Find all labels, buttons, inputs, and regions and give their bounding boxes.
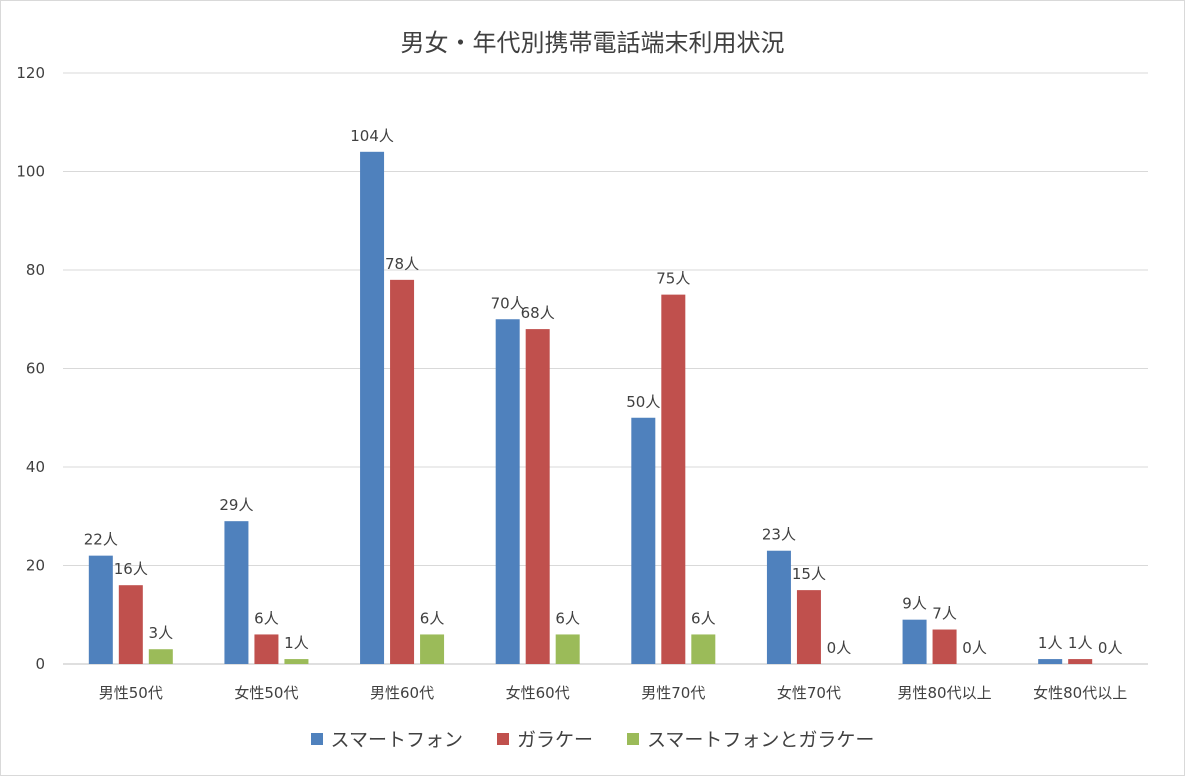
data-label: 0人 — [827, 639, 852, 657]
bar — [796, 590, 821, 664]
data-label: 1人 — [1038, 634, 1063, 652]
bar — [360, 151, 385, 665]
data-label: 22人 — [84, 531, 118, 549]
y-tick-label: 20 — [26, 557, 45, 575]
bar — [1038, 659, 1063, 664]
legend-label: スマートフォン — [330, 729, 463, 751]
data-label: 16人 — [114, 560, 148, 578]
legend: スマートフォン ガラケー スマートフォンとガラケー — [1, 725, 1184, 752]
x-tick-label: 女性80代以上 — [1033, 684, 1127, 702]
bar — [254, 634, 279, 664]
data-label: 7人 — [932, 605, 957, 623]
data-label: 6人 — [555, 609, 580, 627]
bar — [902, 619, 927, 664]
y-tick-label: 40 — [26, 458, 45, 476]
bar — [284, 659, 309, 664]
y-tick-label: 0 — [35, 655, 45, 673]
data-label: 9人 — [902, 595, 927, 613]
bar — [390, 279, 415, 664]
legend-item: スマートフォン — [310, 725, 463, 752]
data-label: 29人 — [219, 496, 253, 514]
x-tick-label: 女性70代 — [777, 684, 841, 702]
data-label: 23人 — [762, 526, 796, 544]
bar — [525, 329, 550, 664]
legend-label: ガラケー — [516, 729, 593, 751]
data-label: 0人 — [1098, 639, 1123, 657]
legend-label: スマートフォンとガラケー — [647, 729, 875, 751]
x-tick-label: 男性60代 — [370, 684, 434, 702]
data-label: 3人 — [149, 624, 174, 642]
legend-swatch — [496, 732, 509, 745]
bar — [661, 294, 686, 664]
bar — [766, 550, 791, 664]
data-label: 6人 — [254, 609, 279, 627]
legend-swatch — [310, 732, 323, 745]
data-label: 1人 — [1068, 634, 1093, 652]
y-tick-label: 120 — [16, 64, 45, 82]
x-tick-label: 女性50代 — [234, 684, 298, 702]
bar — [555, 634, 580, 664]
data-label: 15人 — [792, 565, 826, 583]
bar — [224, 521, 249, 664]
data-label: 75人 — [656, 270, 690, 288]
bar — [1068, 659, 1093, 664]
data-label: 104人 — [350, 127, 394, 145]
legend-item: スマートフォンとガラケー — [627, 725, 874, 752]
legend-item: ガラケー — [496, 725, 593, 752]
data-label: 6人 — [691, 609, 716, 627]
y-tick-label: 60 — [26, 360, 45, 378]
bar — [631, 417, 656, 664]
data-label: 50人 — [626, 393, 660, 411]
data-label: 0人 — [962, 639, 987, 657]
y-tick-label: 80 — [26, 261, 45, 279]
x-tick-label: 男性70代 — [641, 684, 705, 702]
bar — [88, 555, 113, 664]
data-label: 6人 — [420, 609, 445, 627]
data-label: 68人 — [521, 304, 555, 322]
x-tick-label: 女性60代 — [506, 684, 570, 702]
bar — [691, 634, 716, 664]
data-label: 78人 — [385, 255, 419, 273]
bar — [932, 629, 957, 664]
bar — [118, 585, 143, 664]
chart-title: 男女・年代別携帯電話端末利用状況 — [400, 29, 785, 57]
legend-swatch — [627, 732, 639, 745]
y-tick-label: 100 — [16, 163, 45, 181]
data-label: 70人 — [491, 294, 525, 312]
x-tick-label: 男性50代 — [99, 684, 163, 702]
x-tick-label: 男性80代以上 — [898, 684, 992, 702]
bar — [495, 319, 520, 664]
bar — [420, 634, 445, 664]
bar — [148, 649, 173, 664]
data-label: 1人 — [284, 634, 309, 652]
